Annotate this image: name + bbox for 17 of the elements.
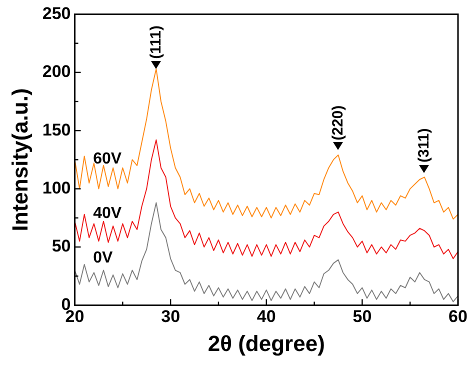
y-tick-label: 250: [42, 4, 71, 23]
annotation: (311): [416, 128, 433, 163]
series-label: 40V: [93, 205, 122, 222]
annotation: (220): [329, 105, 346, 140]
y-tick-label: 150: [42, 120, 71, 140]
y-axis-title: Intensity(a.u.): [7, 88, 32, 232]
x-tick-label: 40: [256, 307, 276, 326]
y-tick-label: 200: [42, 62, 71, 82]
y-tick-label: 50: [52, 236, 71, 256]
series-label: 0V: [93, 249, 114, 266]
y-tick-label: 100: [42, 178, 71, 198]
x-tick-label: 50: [352, 307, 372, 326]
series-label: 60V: [93, 150, 122, 168]
x-axis-title: 2θ (degree): [208, 330, 325, 356]
annotation: (111): [147, 26, 164, 59]
x-tick-label: 60: [448, 307, 468, 326]
x-tick-label: 30: [161, 307, 180, 326]
